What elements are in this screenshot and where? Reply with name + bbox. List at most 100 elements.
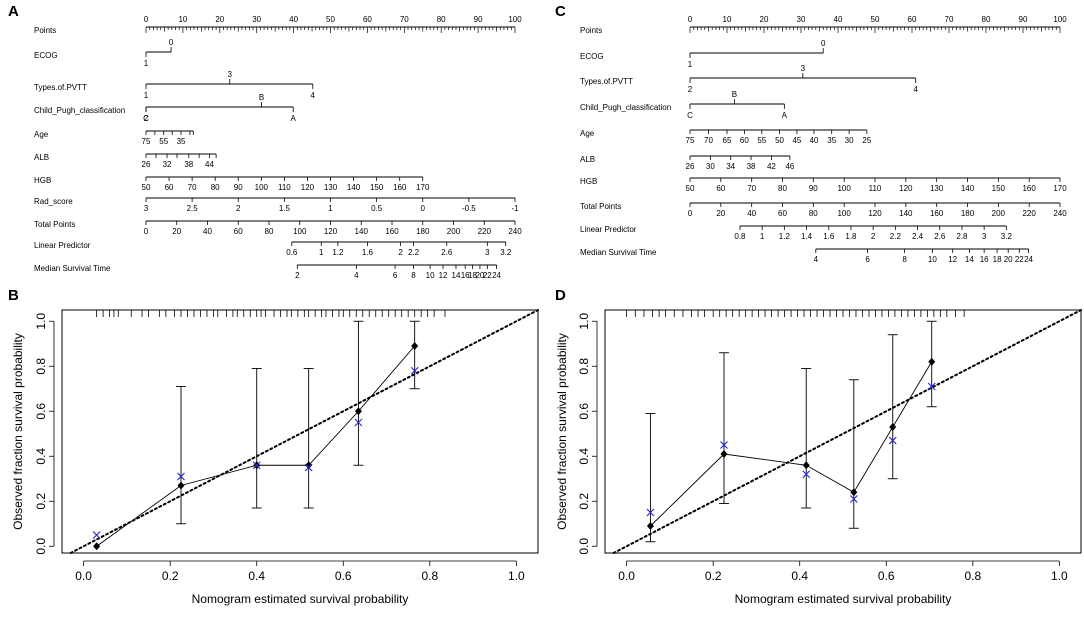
scale-tick-label-total-points: 140 [899, 209, 913, 218]
scale-tick-label-hgb: 70 [747, 184, 756, 193]
scale-tick-label-hgb: 60 [716, 184, 725, 193]
row-label-ecog: ECOG [34, 51, 58, 60]
scale-level-child-pugh-classification: B [732, 90, 737, 99]
scale-tick-label-total-points: 40 [747, 209, 756, 218]
points-tick-label: 90 [474, 15, 483, 24]
panel-label-a: A [8, 3, 19, 20]
scale-level-types-of-pvtt: 3 [228, 70, 233, 79]
scale-tick-label-total-points: 140 [355, 227, 369, 236]
reference-line [69, 309, 539, 554]
row-label-median-survival-time: Median Survival Time [580, 248, 657, 257]
observed-point [93, 542, 101, 551]
points-tick-label: 70 [400, 15, 409, 24]
scale-tick-label-total-points: 120 [868, 209, 882, 218]
scale-level-ecog: 0 [821, 39, 826, 48]
scale-level-types-of-pvtt: 4 [913, 85, 918, 94]
x-tick-label: 0.8 [964, 569, 981, 583]
scale-tick-label-hgb: 100 [255, 183, 269, 192]
scale-tick-label-total-points: 100 [837, 209, 851, 218]
scale-tick-label-age: 35 [827, 136, 836, 145]
bias-corrected-point [252, 461, 261, 470]
y-tick-label: 0.0 [577, 538, 591, 555]
points-tick-label: 100 [1053, 15, 1067, 24]
x-tick-label: 0.0 [75, 569, 92, 583]
scale-tick-label-hgb: 160 [393, 183, 407, 192]
scale-tick-label-rad-score: 0 [421, 204, 426, 213]
scale-tick-label-linear-predictor: 1.6 [362, 248, 374, 257]
scale-tick-label-hgb: 120 [899, 184, 913, 193]
bias-corrected-point [849, 495, 858, 503]
y-axis-title: Observed fraction survival probability [11, 333, 25, 530]
scale-tick-label-rad-score: 1 [328, 204, 333, 213]
scale-level-child-pugh-classification: B [259, 93, 264, 102]
row-label-age: Age [34, 130, 49, 139]
scale-tick-label-total-points: 20 [172, 227, 181, 236]
scale-tick-label-median-survival-time: 10 [426, 271, 435, 280]
scale-tick-label-linear-predictor: 2 [871, 232, 876, 241]
x-axis-title: Nomogram estimated survival probability [735, 592, 952, 606]
row-label-child-pugh-classification: Child_Pugh_classification [34, 106, 125, 115]
observed-point [177, 481, 185, 490]
y-tick-label: 0.8 [34, 358, 48, 375]
y-tick-label: 0.0 [34, 538, 48, 555]
points-tick-label: 80 [437, 15, 446, 24]
scale-tick-label-hgb: 130 [930, 184, 944, 193]
scale-tick-label-linear-predictor: 3.2 [1001, 232, 1013, 241]
observed-point [850, 488, 858, 497]
scale-tick-label-total-points: 80 [809, 209, 818, 218]
row-label-types-of-pvtt: Types.of.PVTT [34, 83, 87, 92]
scale-tick-label-total-points: 220 [1022, 209, 1036, 218]
points-tick-label: 90 [1019, 15, 1028, 24]
row-label-alb: ALB [34, 153, 49, 162]
scale-tick-label-alb: 44 [205, 160, 214, 169]
row-label-linear-predictor: Linear Predictor [34, 241, 91, 250]
scale-level-child-pugh-classification: A [782, 111, 788, 120]
x-tick-label: 0.2 [705, 569, 722, 583]
points-tick-label: 30 [797, 15, 806, 24]
scale-tick-label-total-points: 40 [203, 227, 212, 236]
scale-tick-label-median-survival-time: 16 [980, 255, 989, 264]
scale-tick-label-linear-predictor: 1.6 [823, 232, 835, 241]
scale-tick-label-age: 75 [142, 137, 151, 146]
scale-tick-label-hgb: 70 [188, 183, 197, 192]
scale-level-ecog: 1 [144, 59, 149, 68]
scale-tick-label-linear-predictor: 0.8 [734, 232, 746, 241]
scale-tick-label-age: 25 [862, 136, 871, 145]
scale-tick-label-hgb: 150 [992, 184, 1006, 193]
scale-tick-label-age: 30 [845, 136, 854, 145]
scale-tick-label-rad-score: -0.5 [462, 204, 476, 213]
scale-level-ecog: 1 [688, 60, 693, 69]
scale-tick-label-linear-predictor: 2.8 [956, 232, 968, 241]
scale-tick-label-median-survival-time: 14 [452, 271, 461, 280]
scale-tick-label-hgb: 160 [1022, 184, 1036, 193]
observed-point [411, 342, 419, 350]
bias-corrected-point [888, 436, 897, 445]
scale-tick-label-age: 75 [686, 136, 695, 145]
points-tick-label: 10 [723, 15, 732, 24]
panel-b: B 0.0 0.2 0.4 0.6 0.8 1.0 0.0 0.2 0.4 0.6 0.8 1.0 No… [8, 287, 539, 606]
panel-label-b: B [8, 287, 19, 304]
row-label-types-of-pvtt: Types.of.PVTT [580, 77, 633, 86]
scale-tick-label-total-points: 100 [293, 227, 307, 236]
scale-tick-label-linear-predictor: 2.2 [408, 248, 420, 257]
scale-tick-label-alb: 42 [767, 162, 776, 171]
bias-corrected-point [92, 531, 101, 539]
y-tick-label: 0.4 [34, 448, 48, 465]
observed-point [646, 522, 654, 530]
scale-tick-label-alb: 34 [726, 162, 735, 171]
points-tick-label: 100 [508, 15, 522, 24]
panel-label-c: C [555, 3, 566, 20]
row-label-total-points: Total Points [580, 202, 621, 211]
scale-tick-label-median-survival-time: 10 [928, 255, 937, 264]
scale-tick-label-age: 70 [704, 136, 713, 145]
y-tick-label: 0.4 [577, 448, 591, 465]
scale-tick-label-total-points: 180 [416, 227, 430, 236]
scale-tick-label-total-points: 0 [144, 227, 149, 236]
scale-tick-label-median-survival-time: 22 [1015, 255, 1024, 264]
points-tick-label: 10 [178, 15, 187, 24]
points-tick-label: 20 [760, 15, 769, 24]
scale-level-types-of-pvtt: 2 [688, 85, 693, 94]
scale-tick-label-linear-predictor: 1.4 [801, 232, 813, 241]
scale-tick-label-age: 40 [809, 136, 818, 145]
scale-level-types-of-pvtt: 4 [311, 91, 316, 100]
